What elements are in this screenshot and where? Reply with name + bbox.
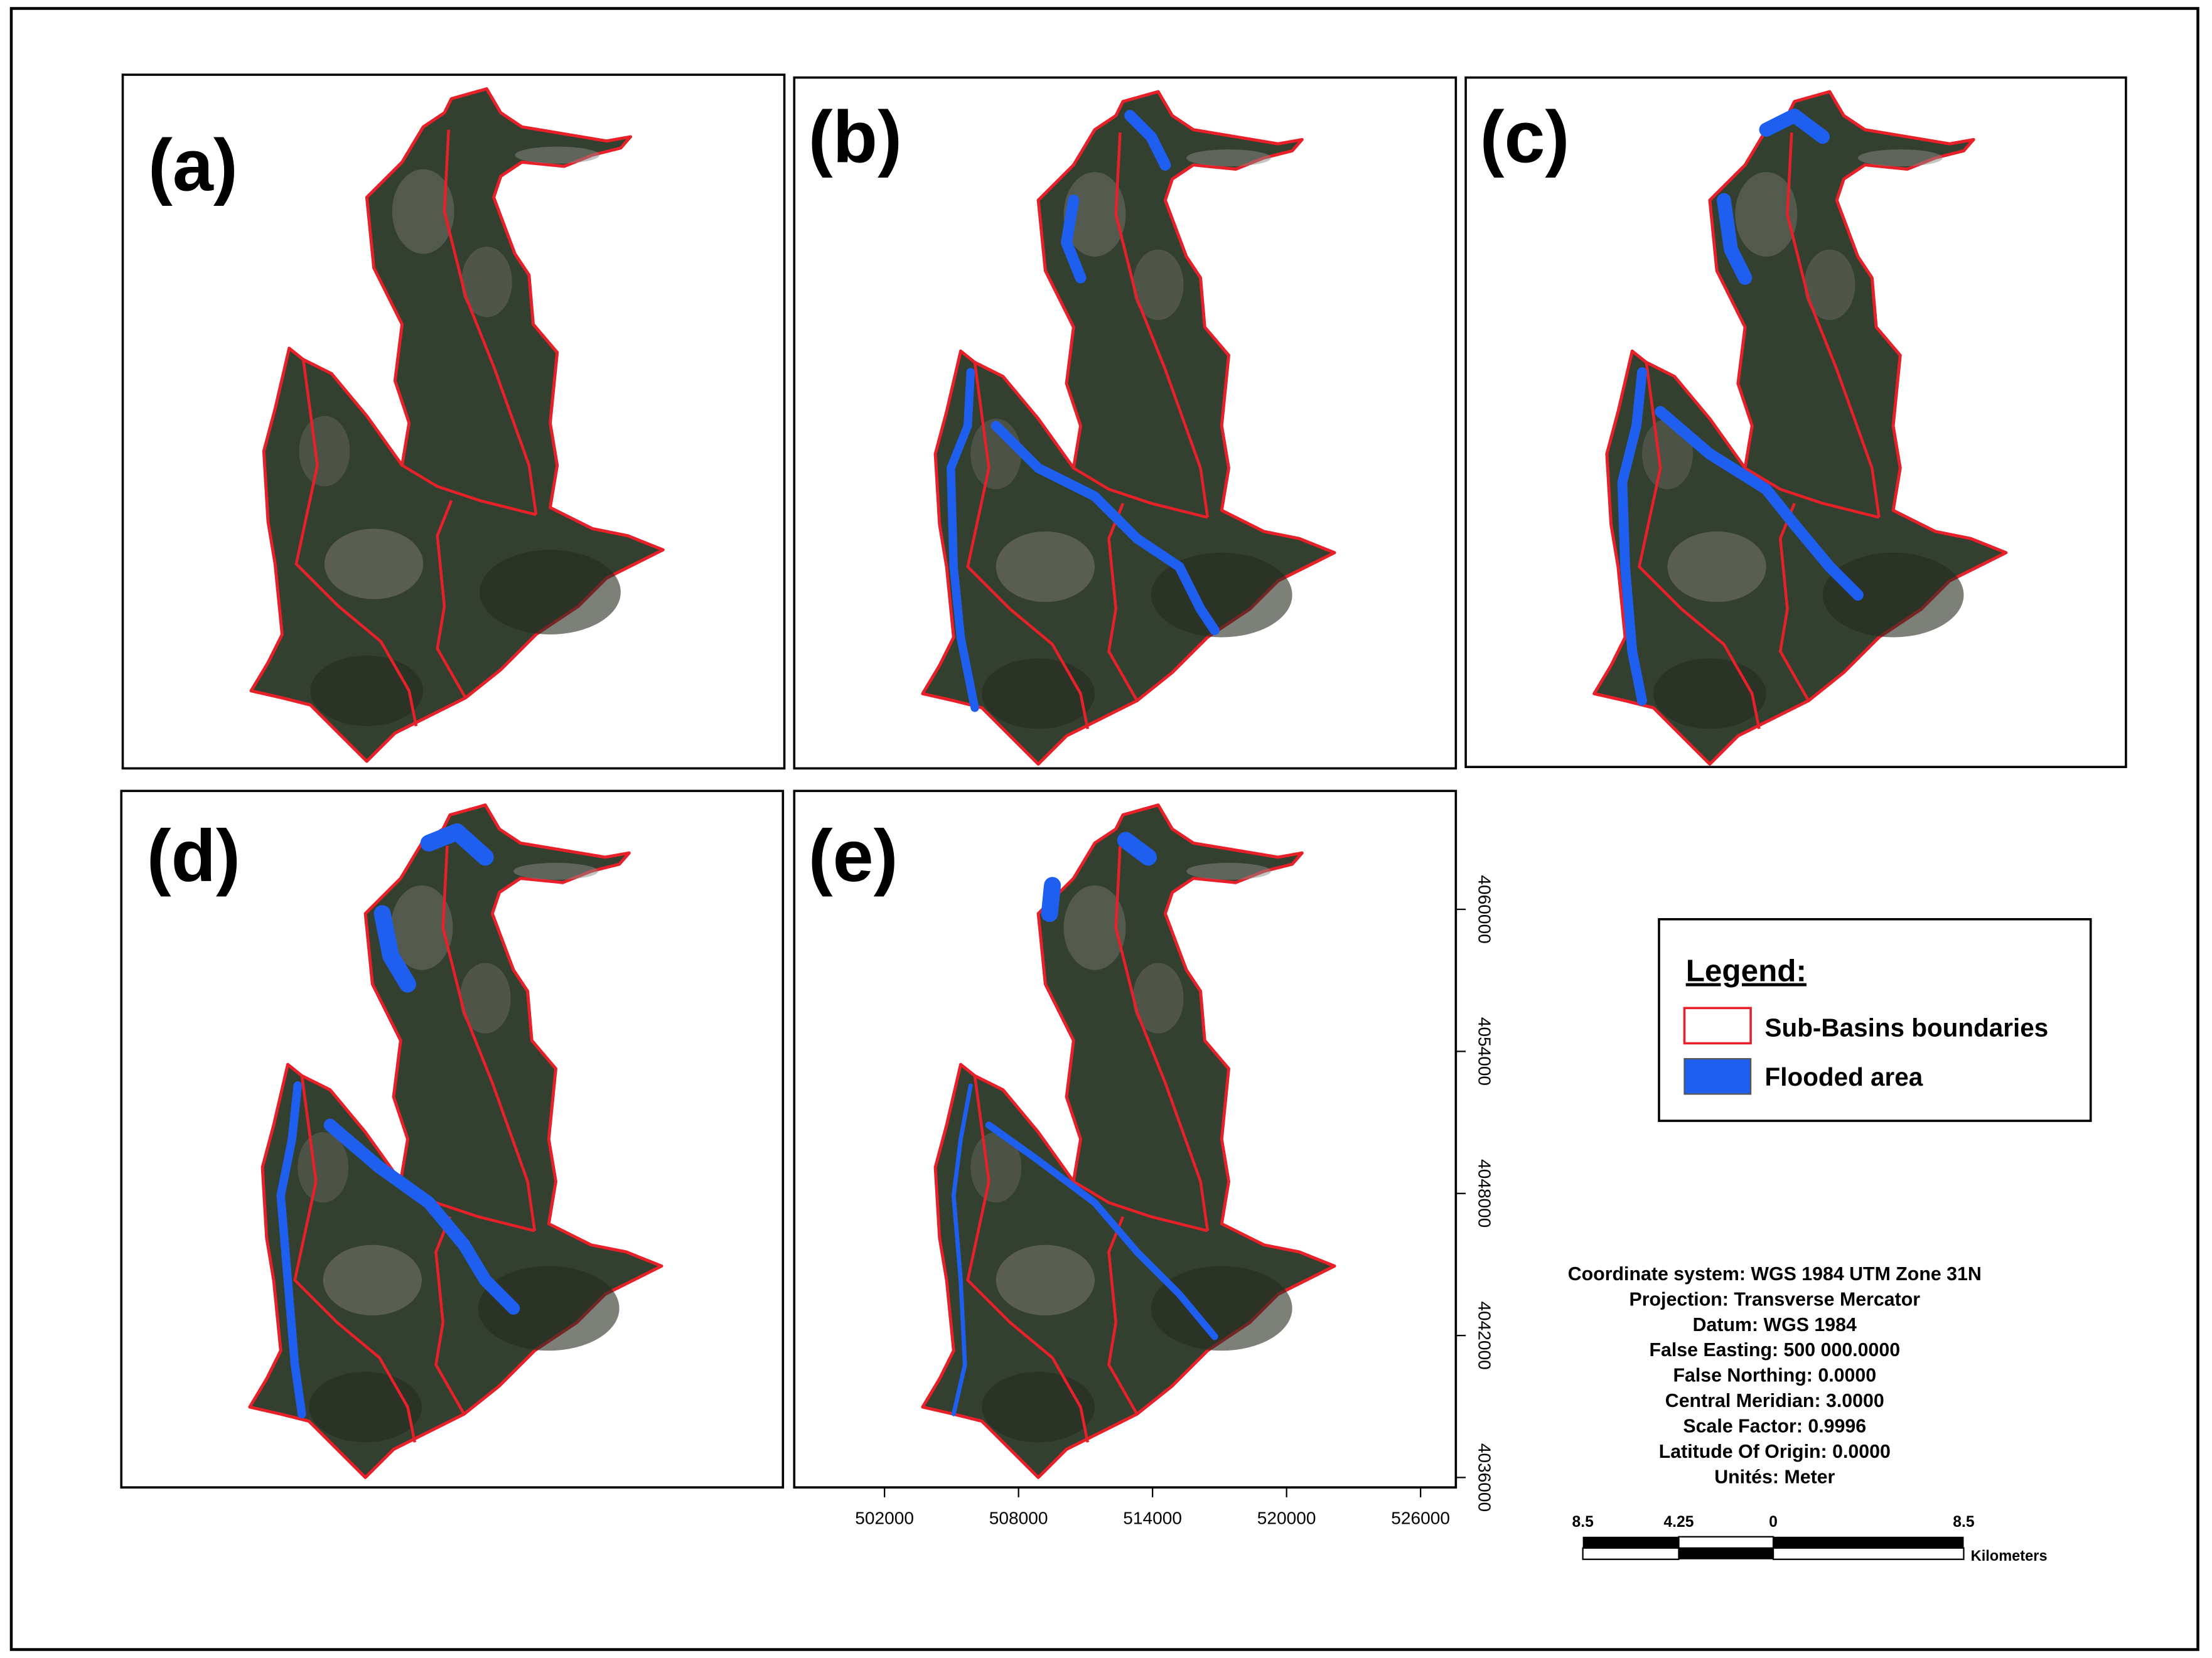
scale-bar: Kilometers — [1582, 1536, 2048, 1564]
legend-swatch — [1683, 1007, 1752, 1045]
panel: (d) — [120, 789, 785, 1489]
panel-label: (d) — [147, 815, 240, 897]
scale-labels: 8.5 4.25 0 8.5 — [1572, 1514, 1974, 1531]
flooded-area — [1041, 832, 1157, 923]
panel-label: (e) — [808, 815, 898, 897]
scale-segment — [1773, 1536, 1964, 1548]
panel: (e) — [793, 789, 1458, 1489]
projection-info: Coordinate system: WGS 1984 UTM Zone 31N… — [1568, 1264, 1982, 1488]
scale-label: 8.5 — [1953, 1514, 1975, 1531]
y-tick-label: 4036000 — [1474, 1443, 1494, 1512]
scale-label: 4.25 — [1663, 1514, 1694, 1531]
y-tick-label: 4054000 — [1474, 1017, 1494, 1086]
scale-segment — [1582, 1536, 1679, 1548]
flooded-area — [991, 420, 1220, 636]
projection-line: Scale Factor: 0.9996 — [1683, 1416, 1866, 1437]
flooded-area — [1717, 108, 1830, 285]
projection-line: Projection: Transverse Mercator — [1629, 1289, 1920, 1310]
x-tick-label: 514000 — [1123, 1509, 1182, 1528]
projection-line: Central Meridian: 3.0000 — [1665, 1391, 1884, 1411]
x-tick-label: 526000 — [1391, 1509, 1450, 1528]
panel: (c) — [1464, 76, 2127, 768]
flooded-area — [276, 1081, 306, 1419]
projection-line: Latitude Of Origin: 0.0000 — [1659, 1441, 1891, 1462]
scale-segment — [1678, 1548, 1774, 1559]
flooded-area — [373, 823, 494, 993]
legend-label: Flooded area — [1765, 1062, 1923, 1091]
y-tick-label: 4060000 — [1474, 875, 1494, 943]
x-tick-label: 520000 — [1257, 1509, 1316, 1528]
y-tick-label: 4042000 — [1474, 1301, 1494, 1369]
legend: Legend: Sub-Basins boundaries Flooded ar… — [1658, 917, 2092, 1122]
flooded-area — [1061, 110, 1171, 284]
scale-label: 8.5 — [1572, 1514, 1594, 1531]
panel-label: (b) — [808, 95, 902, 178]
outer-frame — [9, 7, 2199, 1651]
legend-title: Legend: — [1686, 954, 1807, 988]
flooded-area — [947, 368, 979, 712]
legend-label: Sub-Basins boundaries — [1765, 1013, 2049, 1042]
x-tick-label: 508000 — [989, 1509, 1048, 1528]
scale-segment — [1772, 1547, 1965, 1560]
panel: (b) — [793, 76, 1458, 770]
flooded-area — [323, 1118, 520, 1315]
x-tick-label: 502000 — [855, 1509, 914, 1528]
legend-swatch — [1683, 1058, 1752, 1095]
scale-segment — [1678, 1536, 1774, 1549]
y-tick-label: 4048000 — [1474, 1159, 1494, 1227]
projection-line: False Easting: 500 000.0000 — [1649, 1340, 1900, 1361]
flooded-area — [985, 1121, 1218, 1340]
panel-label: (a) — [148, 124, 238, 206]
panel-label: (c) — [1480, 95, 1570, 178]
flooded-area — [951, 1083, 973, 1416]
flooded-area — [1617, 367, 1647, 706]
projection-line: False Northing: 0.0000 — [1673, 1366, 1876, 1386]
scale-segment — [1582, 1547, 1680, 1560]
flooded-area — [1655, 406, 1864, 601]
scale-unit: Kilometers — [1971, 1548, 2048, 1564]
projection-line: Datum: WGS 1984 — [1693, 1315, 1857, 1335]
panel: (a) — [121, 73, 786, 770]
projection-line: Coordinate system: WGS 1984 UTM Zone 31N — [1568, 1264, 1982, 1285]
scale-label: 0 — [1769, 1514, 1778, 1531]
projection-line: Unités: Meter — [1714, 1467, 1835, 1487]
map-ticks: 502000 508000 514000 520000 526000 4036000 404… — [855, 875, 1494, 1527]
